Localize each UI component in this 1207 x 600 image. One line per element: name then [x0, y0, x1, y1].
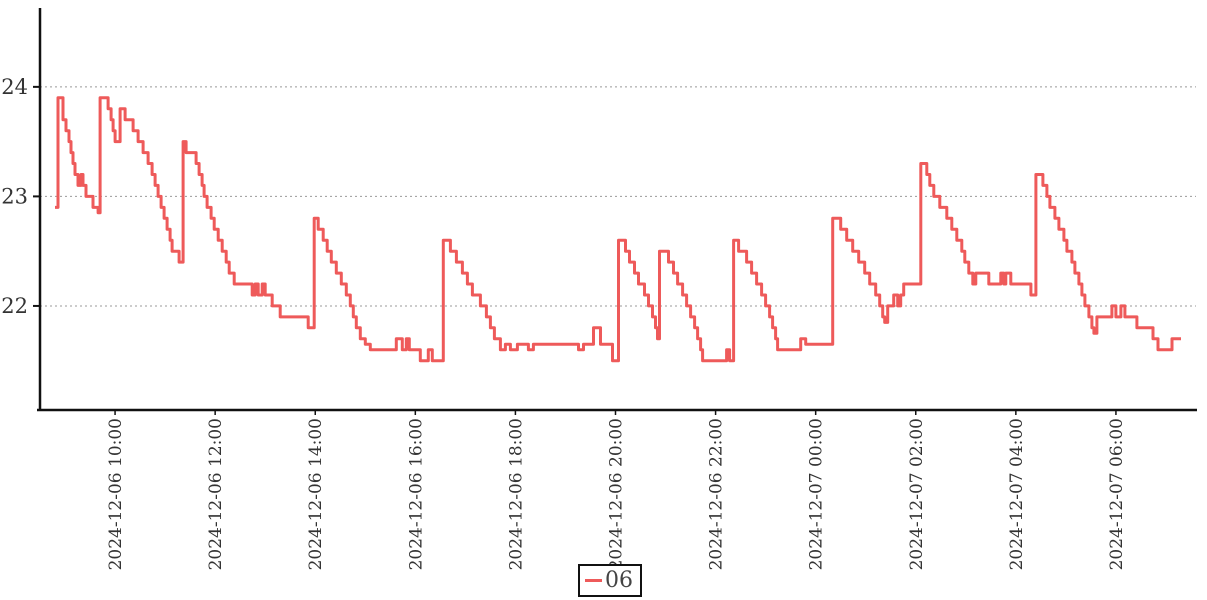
x-tick-label: 2024-12-06 18:00	[506, 418, 526, 570]
x-tick-label: 2024-12-07 02:00	[907, 418, 927, 570]
series-line	[55, 96, 1181, 363]
x-tick-label: 2024-12-07 06:00	[1107, 418, 1127, 570]
y-tick-label: 22	[1, 294, 28, 318]
x-tick-label: 2024-12-06 20:00	[606, 418, 626, 570]
legend-line-swatch	[585, 579, 602, 582]
x-tick-label: 2024-12-06 10:00	[106, 418, 126, 570]
legend: 06	[578, 564, 642, 597]
x-tick-label: 2024-12-07 04:00	[1007, 418, 1027, 570]
x-tick-label: 2024-12-06 16:00	[406, 418, 426, 570]
y-tick-label: 23	[1, 184, 28, 208]
x-tick-label: 2024-12-06 12:00	[206, 418, 226, 570]
y-tick-label: 24	[1, 75, 28, 99]
x-tick-label: 2024-12-06 14:00	[306, 418, 326, 570]
x-tick-label: 2024-12-07 00:00	[807, 418, 827, 570]
legend-label: 06	[605, 567, 633, 593]
x-tick-label: 2024-12-06 22:00	[707, 418, 727, 570]
